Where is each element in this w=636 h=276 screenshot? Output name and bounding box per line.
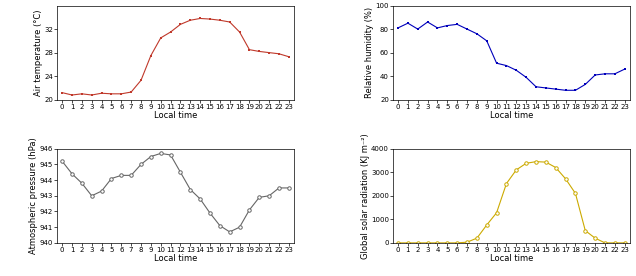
X-axis label: Local time: Local time [490,111,533,120]
Y-axis label: Global solar radiation (KJ m⁻²): Global solar radiation (KJ m⁻²) [361,133,370,259]
X-axis label: Local time: Local time [490,254,533,263]
X-axis label: Local time: Local time [154,111,197,120]
Y-axis label: Air temperature (°C): Air temperature (°C) [34,9,43,96]
Y-axis label: Atmospheric pressure (hPa): Atmospheric pressure (hPa) [29,137,38,254]
Y-axis label: Relative humidity (%): Relative humidity (%) [365,7,374,98]
X-axis label: Local time: Local time [154,254,197,263]
